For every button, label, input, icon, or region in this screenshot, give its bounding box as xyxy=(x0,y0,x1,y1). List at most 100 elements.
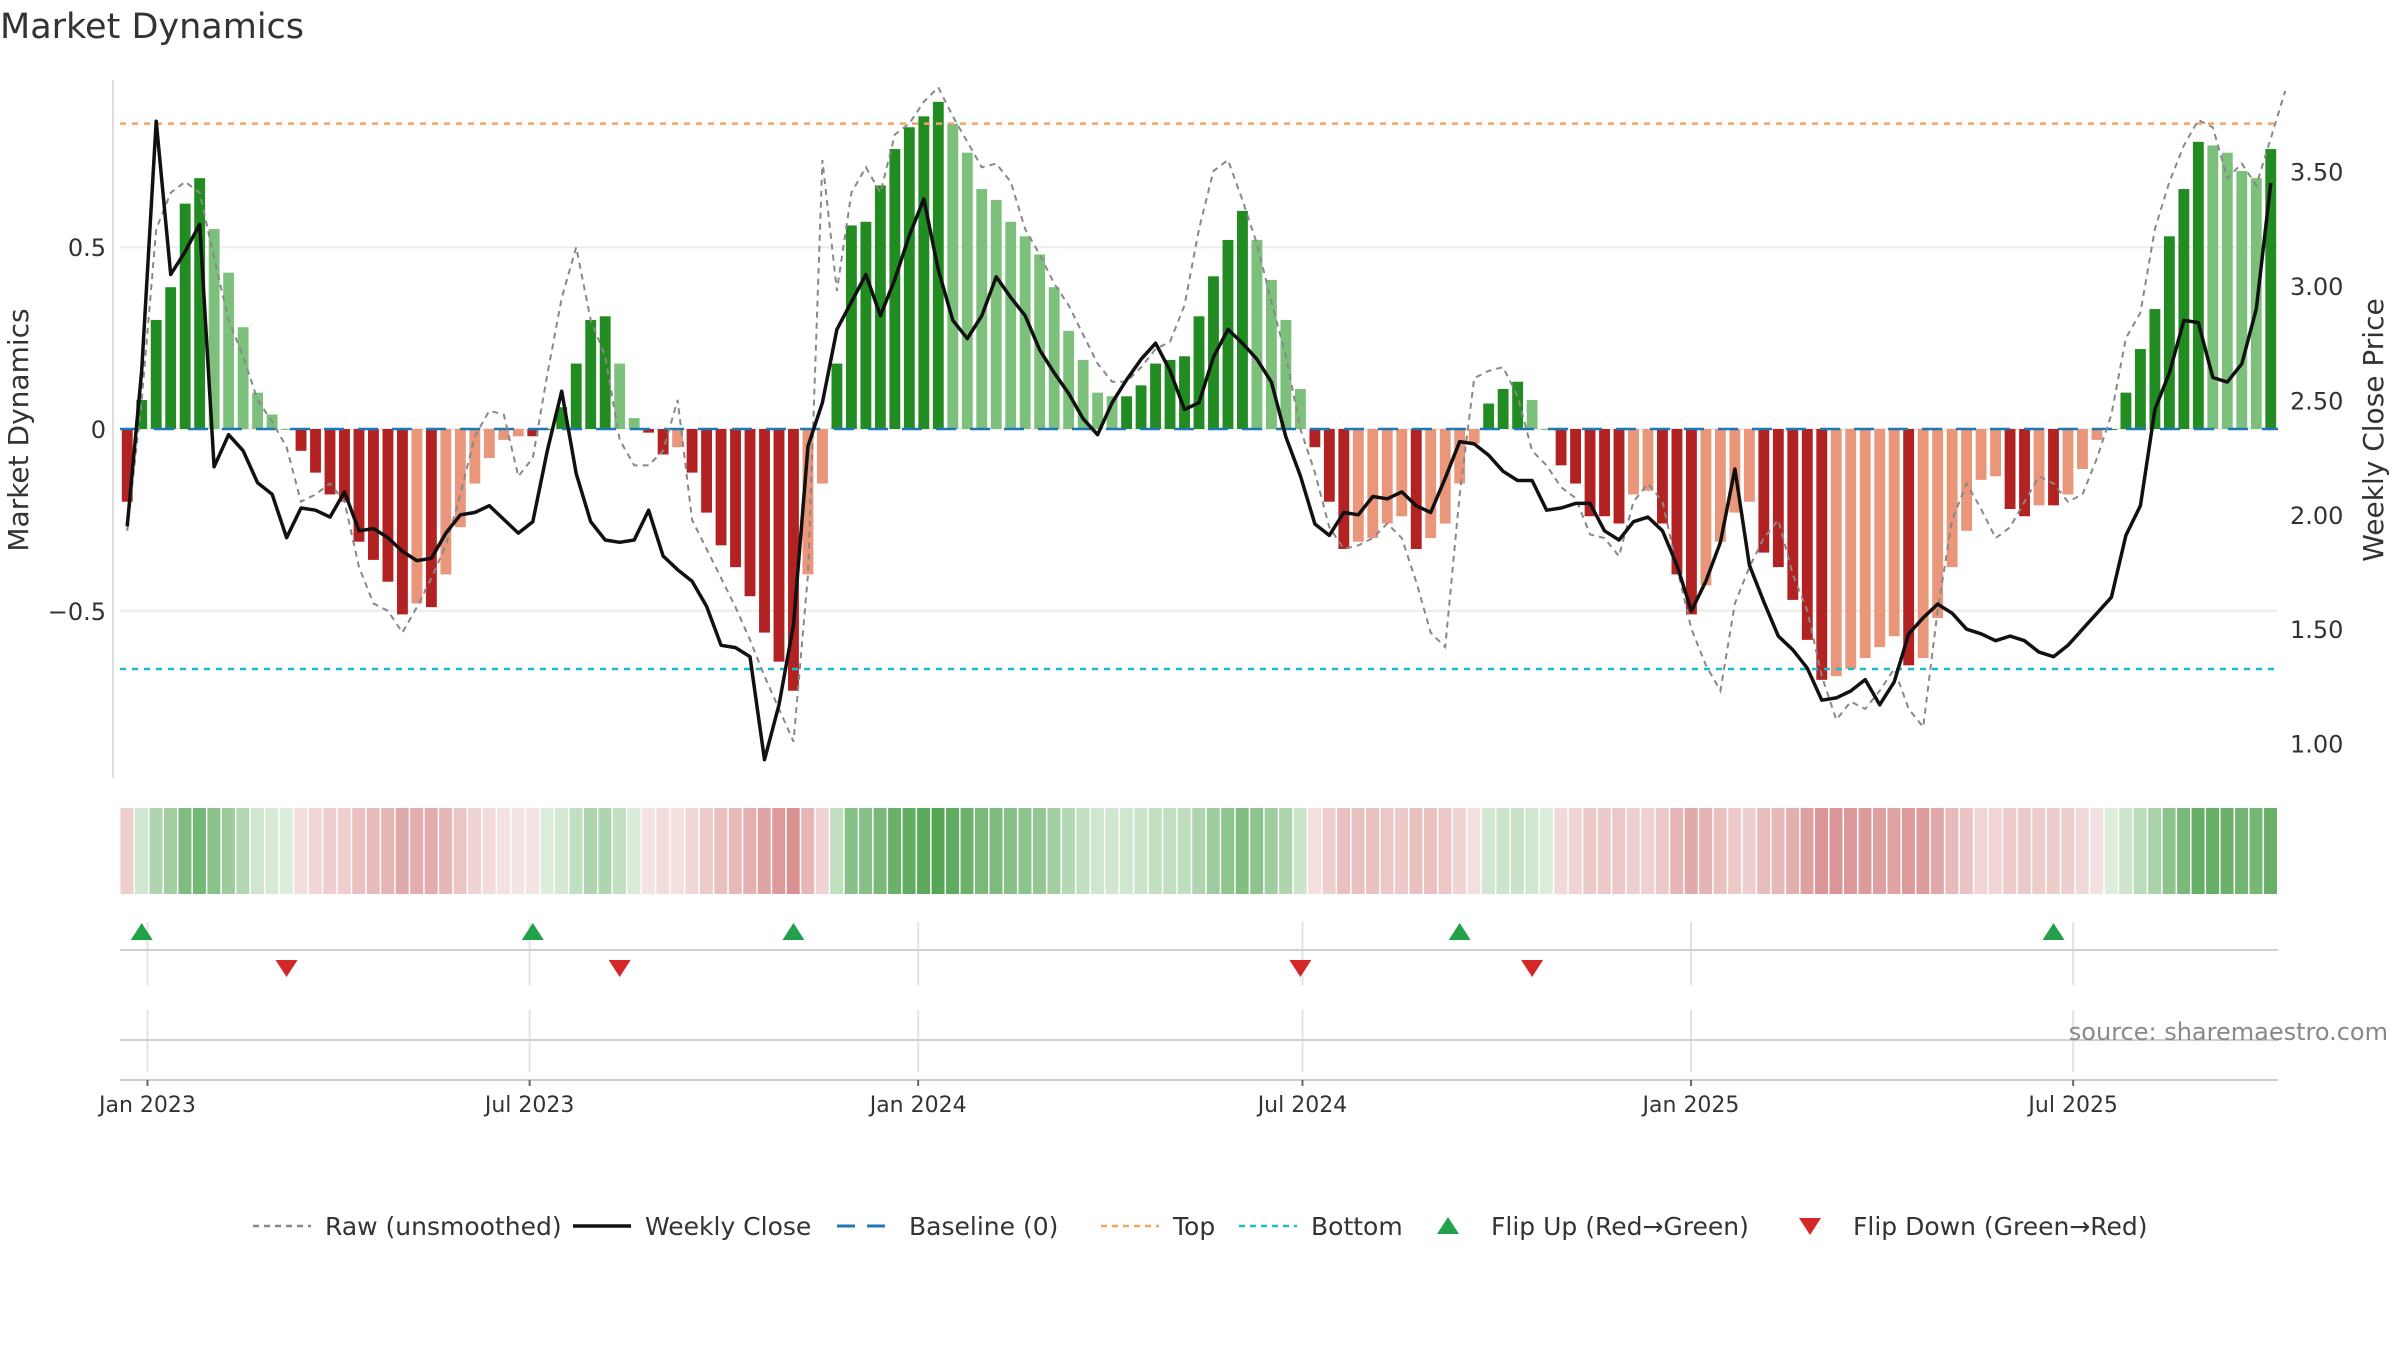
right-tick-label: 3.00 xyxy=(2290,273,2343,301)
heat-cell xyxy=(1829,808,1843,894)
heat-cell xyxy=(2119,808,2133,894)
dynamics-bar xyxy=(310,429,321,473)
dynamics-bar xyxy=(903,127,915,430)
dynamics-bar xyxy=(281,429,292,430)
heat-cell xyxy=(1351,808,1365,894)
dynamics-bar xyxy=(1845,429,1857,669)
dynamics-bar xyxy=(1743,429,1755,502)
flip-up-marker xyxy=(521,923,544,940)
dynamics-bar xyxy=(2149,309,2161,429)
dynamics-bars xyxy=(121,101,2277,691)
dynamics-bar xyxy=(1150,363,1161,429)
heat-cell xyxy=(1134,808,1148,894)
heat-cell xyxy=(1583,808,1597,894)
heat-cell xyxy=(873,808,887,894)
heat-cell xyxy=(526,808,540,894)
heat-cell xyxy=(1250,808,1264,894)
legend-label: Weekly Close xyxy=(645,1212,811,1241)
dynamics-bar xyxy=(498,429,510,440)
heat-cell xyxy=(1032,808,1046,894)
dynamics-bar xyxy=(121,429,133,502)
dynamics-bar xyxy=(1208,276,1219,429)
dynamics-bar xyxy=(730,429,741,568)
legend-item-bottom: Bottom xyxy=(1239,1212,1403,1241)
dynamics-bar xyxy=(1265,279,1277,429)
date-tick-label: Jul 2023 xyxy=(483,1093,575,1118)
dynamics-bar xyxy=(1106,396,1118,429)
legend-label: Flip Up (Red→Green) xyxy=(1491,1212,1749,1241)
heat-cell xyxy=(1539,808,1553,894)
heat-cell xyxy=(323,808,337,894)
dynamics-bar xyxy=(1019,236,1031,429)
dynamics-bar xyxy=(1570,429,1581,484)
dynamics-bar xyxy=(657,429,669,455)
dynamics-bar xyxy=(1671,429,1683,575)
legend-label: Top xyxy=(1172,1212,1215,1241)
heat-cell xyxy=(1235,808,1249,894)
heat-cell xyxy=(1757,808,1771,894)
dynamics-bar xyxy=(512,429,524,437)
right-tick-label: 3.50 xyxy=(2290,159,2343,187)
heat-cell xyxy=(1612,808,1626,894)
heat-cell xyxy=(772,808,786,894)
legend-flip-up-icon xyxy=(1437,1217,1459,1234)
flip-down-marker xyxy=(1521,960,1544,977)
heat-cell xyxy=(1858,808,1872,894)
heat-cell xyxy=(1554,808,1568,894)
heat-cell xyxy=(497,808,511,894)
heat-cell xyxy=(120,808,134,894)
dynamics-bar xyxy=(2163,236,2175,429)
dynamics-bar xyxy=(1584,429,1596,517)
heat-cell xyxy=(163,808,177,894)
heat-cell xyxy=(1872,808,1886,894)
legend-item-close: Weekly Close xyxy=(573,1212,811,1241)
heat-cell xyxy=(1380,808,1394,894)
dynamics-bar xyxy=(1772,429,1784,568)
heat-cell xyxy=(482,808,496,894)
heat-cell xyxy=(1959,808,1973,894)
heat-cell xyxy=(1293,808,1307,894)
dynamics-bar xyxy=(324,429,336,495)
heat-cell xyxy=(1510,808,1524,894)
flip-down-marker xyxy=(275,960,298,977)
heat-cell xyxy=(2046,808,2060,894)
heat-cell xyxy=(178,808,192,894)
raw-unsmoothed-line xyxy=(126,85,2287,743)
right-tick-label: 1.50 xyxy=(2290,616,2343,644)
dynamics-bar xyxy=(1294,389,1306,429)
heat-cell xyxy=(612,808,626,894)
dynamics-bar xyxy=(2120,392,2132,429)
heat-cell xyxy=(439,808,453,894)
heat-cell xyxy=(308,808,322,894)
heat-cell xyxy=(1076,808,1090,894)
dynamics-bar xyxy=(2019,429,2030,517)
dynamics-bar xyxy=(759,429,770,633)
dynamics-bar xyxy=(527,429,539,437)
dynamics-bar xyxy=(686,429,698,473)
dynamics-bar xyxy=(817,429,828,484)
heat-cell xyxy=(888,808,902,894)
heat-cell xyxy=(236,808,250,894)
dynamics-bar xyxy=(1541,429,1553,430)
date-tick-label: Jul 2025 xyxy=(2026,1093,2118,1118)
dynamics-bar xyxy=(643,429,655,433)
heat-cell xyxy=(2061,808,2075,894)
heat-cell xyxy=(1771,808,1785,894)
heat-cell xyxy=(1163,808,1177,894)
heat-cell xyxy=(294,808,308,894)
heat-cell xyxy=(1597,808,1611,894)
right-tick-label: 1.00 xyxy=(2290,731,2343,759)
heat-cell xyxy=(1409,808,1423,894)
dynamics-bar xyxy=(1005,221,1017,429)
dynamics-bar xyxy=(1700,429,1712,586)
heat-cell xyxy=(2148,808,2162,894)
heat-cell xyxy=(815,808,829,894)
dynamics-bar xyxy=(976,189,988,429)
dynamics-bar xyxy=(194,178,206,429)
dynamics-bar xyxy=(874,185,886,429)
heat-cell xyxy=(1568,808,1582,894)
dynamics-bar xyxy=(2004,429,2016,509)
heat-cell xyxy=(1655,808,1669,894)
heat-cell xyxy=(2249,808,2263,894)
